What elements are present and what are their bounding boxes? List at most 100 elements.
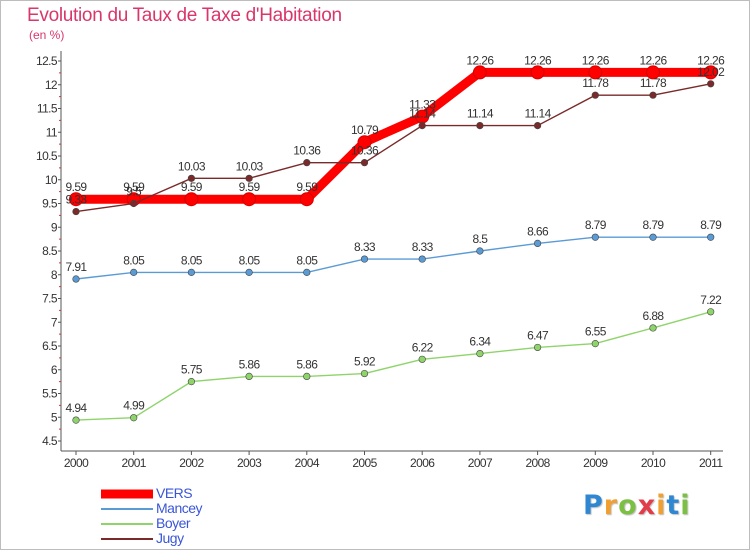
data-label-vers: 12.26 (639, 53, 667, 67)
data-point-jugy (245, 174, 253, 182)
data-point-jugy (187, 174, 195, 182)
data-point-vers (588, 65, 603, 80)
data-label-vers: 11.33 (409, 98, 436, 112)
data-label-boyer: 7.22 (700, 293, 722, 307)
data-point-jugy (303, 159, 311, 167)
data-label-jugy: 9.33 (66, 193, 88, 207)
y-tick-label: 8.5 (42, 244, 58, 258)
data-label-mancey: 8.05 (239, 253, 261, 267)
data-label-mancey: 8.05 (181, 253, 203, 267)
data-point-vers (703, 65, 718, 80)
y-tick-label: 6 (51, 363, 58, 377)
data-label-boyer: 6.88 (643, 309, 665, 323)
legend-item-mancey: Mancey (101, 500, 301, 516)
data-label-jugy: 9.5 (126, 185, 142, 199)
data-label-boyer: 6.34 (469, 335, 491, 349)
data-point-vers (357, 135, 372, 150)
data-point-vers (184, 192, 199, 207)
data-point-boyer (418, 355, 426, 363)
legend-item-vers: VERS (101, 485, 301, 501)
y-tick-label: 9 (51, 220, 58, 234)
data-label-jugy: 11.14 (409, 107, 436, 121)
x-tick-label: 2008 (525, 456, 550, 470)
y-tick-label: 4.5 (42, 434, 58, 448)
y-tick-label: 10.5 (36, 149, 58, 163)
x-tick-label: 2004 (295, 456, 320, 470)
logo-letter: i (680, 490, 691, 521)
data-point-mancey (649, 233, 657, 241)
series-line-boyer (75, 311, 711, 421)
data-label-vers: 9.59 (181, 180, 203, 194)
data-point-mancey (72, 275, 80, 283)
data-label-mancey: 8.33 (354, 240, 376, 254)
series-line-jugy (75, 83, 711, 213)
chart-title: Evolution du Taux de Taxe d'Habitation (27, 5, 342, 26)
data-point-jugy (130, 199, 138, 208)
x-tick-label: 2006 (410, 456, 435, 470)
data-point-vers (472, 65, 487, 80)
series-boyer (72, 308, 715, 424)
data-point-vers (646, 65, 660, 80)
legend-swatch (101, 489, 153, 498)
proxiti-logo: Proxiti (583, 490, 691, 521)
data-point-boyer (245, 372, 253, 381)
data-label-boyer: 4.99 (123, 399, 145, 413)
series-line-vers (76, 67, 711, 204)
data-label-vers: 10.79 (351, 123, 379, 137)
data-label-jugy: 11.78 (640, 76, 667, 90)
y-tick-label: 10 (45, 173, 58, 187)
data-label-jugy: 10.03 (178, 159, 206, 173)
legend-swatch (101, 522, 153, 525)
data-label-mancey: 8.05 (296, 253, 318, 267)
data-point-mancey (591, 233, 599, 241)
y-tick-label: 7 (51, 315, 58, 329)
data-point-jugy (418, 121, 426, 130)
data-point-boyer (476, 350, 484, 358)
data-label-vers: 9.59 (296, 180, 318, 194)
data-label-vers: 12.26 (524, 53, 552, 67)
logo-letter: r (603, 490, 619, 521)
x-tick-label: 2011 (699, 456, 723, 470)
legend-swatch (101, 507, 153, 510)
data-label-vers: 9.59 (66, 180, 88, 194)
data-label-vers: 12.26 (466, 53, 494, 67)
series-layer (69, 65, 718, 424)
data-point-jugy (707, 80, 715, 88)
x-tick-label: 2003 (237, 456, 262, 470)
data-point-boyer (533, 343, 542, 352)
series-vers (69, 65, 718, 207)
series-line-mancey (75, 236, 711, 280)
data-label-vers: 9.59 (239, 180, 261, 194)
x-tick-label: 2005 (352, 456, 377, 470)
data-point-vers (299, 192, 314, 207)
data-point-jugy (649, 91, 657, 99)
data-label-boyer: 5.92 (354, 355, 376, 369)
data-point-mancey (130, 268, 138, 276)
logo-letter: i (656, 490, 667, 521)
data-point-boyer (72, 416, 80, 424)
data-label-boyer: 6.22 (412, 340, 434, 354)
axes: 4.5 5 5.5 6 6.5 7 7.5 8 8.5 9 9.5 10 10.5 11 11.5 12 12.… (36, 51, 724, 470)
y-tick-label: 11 (46, 125, 58, 139)
data-point-mancey (533, 239, 542, 247)
y-tick-label: 12 (45, 78, 58, 92)
legend-label: Jugy (156, 530, 184, 546)
data-label-boyer: 5.86 (239, 357, 261, 371)
series-mancey (72, 233, 715, 283)
data-label-mancey: 8.79 (700, 218, 722, 232)
data-label-jugy: 10.03 (236, 159, 264, 173)
data-label-jugy: 11.78 (582, 76, 609, 90)
logo-letter: t (666, 490, 681, 521)
legend: VERS Mancey Boyer Jugy (101, 485, 301, 546)
data-label-mancey: 8.5 (472, 232, 488, 246)
data-label-jugy: 11.14 (525, 107, 552, 121)
data-point-boyer (130, 414, 138, 422)
data-labels: 9.59 9.59 9.59 9.59 9.59 10.79 11.33 12.26 12.26… (66, 53, 726, 415)
data-label-jugy: 10.36 (293, 144, 321, 158)
data-point-boyer (360, 369, 369, 378)
data-label-boyer: 6.55 (585, 325, 607, 339)
data-point-mancey (418, 255, 426, 263)
data-point-boyer (187, 378, 195, 386)
